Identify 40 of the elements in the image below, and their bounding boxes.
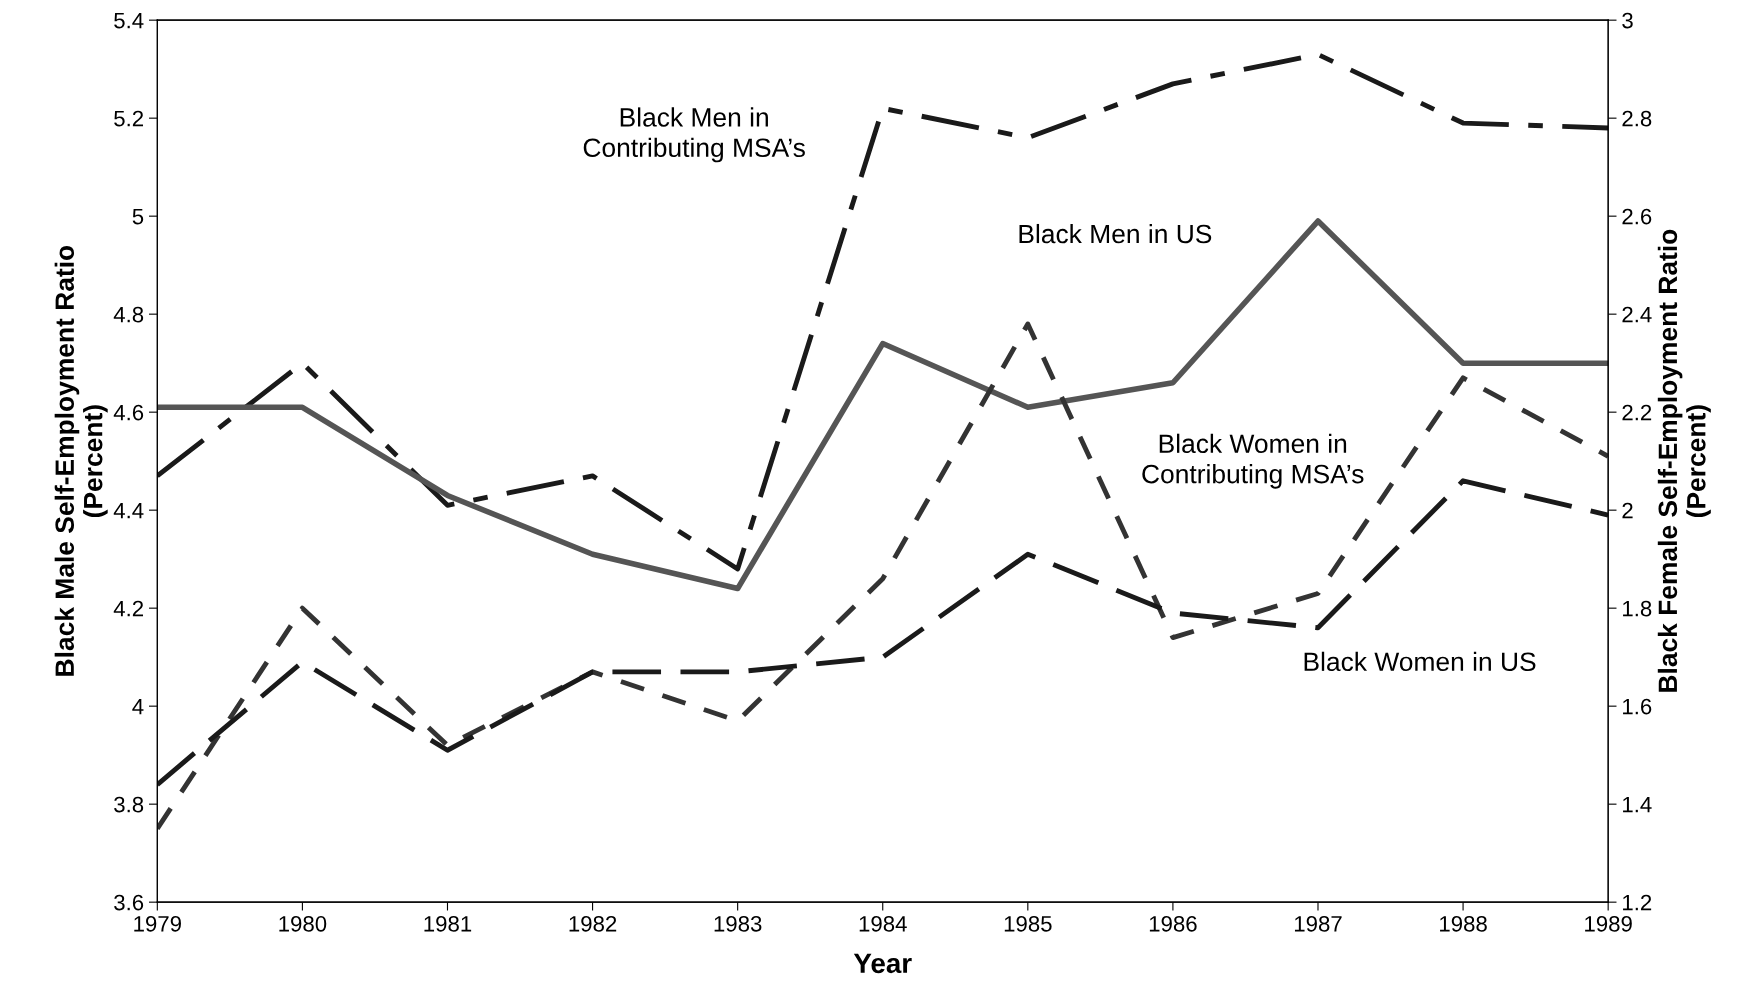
y-tick-label: 4.8	[113, 306, 144, 323]
series-label: Black Women in US	[1304, 651, 1536, 672]
x-tick-label: 1981	[424, 915, 472, 932]
x-tick-label: 1984	[859, 915, 907, 932]
text: Black Men in US	[1019, 223, 1212, 244]
y-tick-label: 5.2	[114, 110, 144, 127]
y-tick-label: 3.8	[114, 796, 144, 813]
line-series	[157, 52, 1609, 572]
x-axis-title: Year	[853, 953, 912, 974]
y-tick-label: 4.2	[113, 600, 144, 617]
x-tick-label: 1987	[1294, 915, 1342, 932]
y-tick-label: 4.6	[113, 404, 144, 421]
x-tick-label: 1979	[134, 915, 181, 932]
line-series	[157, 321, 1609, 832]
y-tick-label: 3.6	[114, 894, 144, 911]
series-label: Black Women in Contributing MSA’s	[1142, 433, 1364, 489]
y2-tick-label: 2.6	[1622, 208, 1652, 225]
text: Black Men in Contributing MSA’s	[583, 107, 805, 163]
x-tick-label: 1989	[1585, 915, 1632, 932]
y-tick-label: 4.4	[113, 502, 144, 519]
y2-tick-label: 2	[1622, 502, 1633, 519]
y2-axis-title: Black Female Self-Employment Ratio (Percent)	[1657, 229, 1711, 692]
x-tick-label: 1986	[1149, 915, 1197, 932]
x-tick-label: 1983	[714, 915, 762, 932]
y2-tick-label: 1.8	[1623, 600, 1652, 617]
y-tick-label: 5	[132, 208, 144, 225]
y2-tick-label: 1.6	[1623, 698, 1652, 715]
y2-tick-label: 3	[1622, 12, 1633, 29]
y-tick-label: 4	[132, 698, 144, 715]
x-tick-label: 1985	[1004, 915, 1052, 932]
y-tick-label: 5.4	[114, 12, 144, 29]
y2-tick-label: 2.4	[1622, 306, 1652, 323]
y2-tick-label: 2.8	[1622, 110, 1652, 127]
y2-tick-label: 1.4	[1623, 796, 1652, 813]
y-axis-title: Black Male Self-Employment Ratio (Percent)	[54, 245, 108, 676]
y2-tick-label: 1.2	[1623, 894, 1652, 911]
y2-tick-label: 2.2	[1622, 404, 1652, 421]
x-tick-label: 1982	[569, 915, 617, 932]
x-tick-label: 1980	[279, 915, 327, 932]
x-tick-label: 1988	[1440, 915, 1487, 932]
